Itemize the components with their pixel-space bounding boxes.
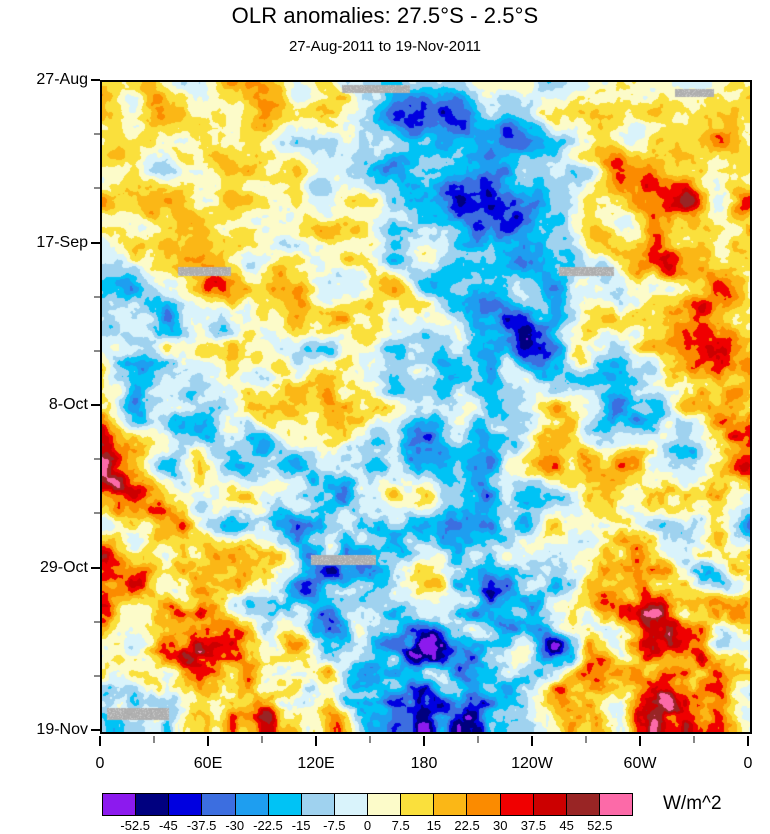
y-axis-minor-tick	[94, 620, 100, 623]
colorbar	[102, 793, 633, 816]
colorbar-swatch	[267, 794, 301, 815]
colorbar-swatch	[532, 794, 566, 815]
y-axis-labels: 27-Aug 17-Sep 8-Oct 29-Oct 19-Nov	[0, 71, 100, 738]
page-subtitle: 27-Aug-2011 to 19-Nov-2011	[288, 38, 482, 55]
x-axis-major-tick	[531, 736, 533, 746]
colorbar-tick-label: -45	[158, 818, 178, 833]
y-axis-minor-tick	[94, 349, 100, 352]
y-axis-major-tick	[91, 79, 100, 81]
y-axis-tick-label: 8-Oct	[48, 396, 88, 413]
y-axis-major-tick	[91, 566, 100, 569]
colorbar-tick-label: 45	[559, 818, 574, 833]
x-axis-minor-tick	[153, 736, 155, 743]
colorbar-swatch	[135, 794, 169, 815]
y-axis-minor-tick	[94, 458, 100, 461]
y-axis-minor-tick	[94, 674, 100, 677]
x-axis-minor-tick	[477, 736, 479, 743]
colorbar-swatch	[333, 794, 367, 815]
colorbar-tick-label: 0	[363, 818, 372, 833]
x-axis-labels: 0 60E 120E 180 120W 60W 0	[96, 755, 753, 777]
colorbar-tick-labels: -52.5 -45 -37.5 -30 -22.5 -15 -7.5 0 7.5 15 22.5 30…	[102, 818, 633, 834]
colorbar-tick-label: -15	[291, 818, 311, 833]
colorbar-tick-label: -52.5	[120, 818, 151, 833]
x-axis-major-tick	[99, 736, 101, 746]
x-axis-tick-label: 120E	[297, 755, 335, 772]
y-axis-major-tick	[91, 729, 100, 731]
colorbar-swatch	[367, 794, 401, 815]
x-axis-major-tick	[747, 736, 749, 746]
x-axis-minor-tick	[693, 736, 695, 743]
colorbar-tick-label: -22.5	[253, 818, 283, 833]
colorbar-tick-label: 37.5	[520, 818, 547, 833]
colorbar-tick-label: 52.5	[587, 818, 613, 833]
colorbar-unit-label: W/m^2	[663, 793, 722, 814]
colorbar-swatch	[499, 794, 533, 815]
y-axis-major-tick	[91, 241, 100, 244]
colorbar-tick-label: -37.5	[186, 818, 217, 833]
x-axis-major-tick	[423, 736, 425, 746]
colorbar-swatch	[598, 794, 632, 815]
y-axis-minor-tick	[94, 295, 100, 298]
x-axis-major-tick	[207, 736, 209, 746]
colorbar-swatch	[103, 794, 136, 815]
colorbar-swatch	[400, 794, 434, 815]
x-axis-ticks	[99, 736, 752, 748]
colorbar-swatch	[300, 794, 334, 815]
page-title: OLR anomalies: 27.5°S - 2.5°S	[231, 3, 539, 28]
x-axis-minor-tick	[585, 736, 587, 743]
colorbar-tick-label: -7.5	[323, 818, 346, 833]
colorbar-swatch	[466, 794, 500, 815]
y-axis-minor-tick	[94, 133, 100, 136]
x-axis-tick-label: 120W	[511, 755, 553, 772]
y-axis-tick-label: 19-Nov	[36, 721, 88, 738]
colorbar-tick-label: 30	[493, 818, 508, 833]
olr-anomaly-field	[102, 82, 750, 732]
x-axis-major-tick	[639, 736, 641, 746]
colorbar-swatch	[433, 794, 467, 815]
colorbar-tick-label: 22.5	[454, 818, 480, 833]
x-axis-tick-label: 0	[743, 755, 753, 772]
y-axis-minor-tick	[94, 512, 100, 515]
colorbar-tick-label: -30	[225, 818, 245, 833]
colorbar-tick-label: 7.5	[391, 818, 410, 833]
x-axis-tick-label: 60E	[193, 755, 223, 772]
x-axis-tick-label: 180	[410, 755, 438, 772]
y-axis-tick-label: 17-Sep	[36, 233, 88, 251]
x-axis-minor-tick	[369, 736, 371, 743]
x-axis-tick-label: 60W	[623, 755, 657, 772]
colorbar-swatch	[234, 794, 268, 815]
x-axis-major-tick	[315, 736, 317, 746]
colorbar-swatch	[565, 794, 599, 815]
colorbar-tick-label: 15	[426, 818, 442, 833]
y-axis-minor-tick	[94, 187, 100, 190]
colorbar-swatch	[168, 794, 202, 815]
y-axis-major-tick	[91, 404, 100, 406]
hovmoller-plot-area	[100, 80, 752, 734]
colorbar-swatch	[201, 794, 235, 815]
x-axis-tick-label: 0	[95, 755, 105, 772]
y-axis-tick-label: 29-Oct	[39, 558, 88, 576]
x-axis-minor-tick	[261, 736, 263, 743]
y-axis-tick-label: 27-Aug	[36, 71, 88, 88]
